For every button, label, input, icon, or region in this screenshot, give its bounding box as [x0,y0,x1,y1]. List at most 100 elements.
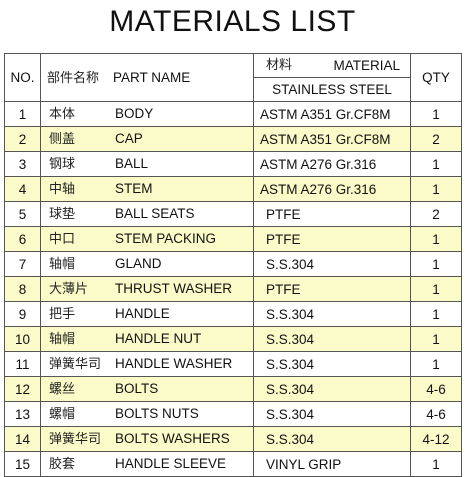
row-part-name: 螺帽 BOLTS NUTS [40,401,254,428]
row-qty: 1 [410,176,462,203]
row-part-name-en: BOLTS WASHERS [115,431,230,447]
row-part-name-en: BALL SEATS [115,206,195,222]
row-no: 3 [4,151,41,178]
row-no: 15 [4,451,41,477]
row-qty: 1 [410,351,462,378]
row-part-name-zh: 弹簧华司 [49,357,102,373]
row-no: 14 [4,426,41,453]
row-qty: 1 [410,276,462,303]
row-no: 12 [4,376,41,403]
row-part-name-zh: 侧盖 [49,132,76,148]
row-material: PTFE [253,276,411,303]
row-no: 9 [4,301,41,328]
header-material-zh: 材料 [266,58,293,74]
row-material: S.S.304 [253,301,411,328]
row-material: PTFE [253,226,411,253]
row-qty: 1 [410,226,462,253]
header-material-en: MATERIAL [333,58,400,74]
row-part-name: 球垫 BALL SEATS [40,201,254,228]
row-no: 7 [4,251,41,278]
row-part-name-zh: 中口 [49,232,76,248]
table-row: 14 弹簧华司 BOLTS WASHERS S.S.304 4-12 [4,426,462,453]
header-part-name-zh: 部件名称 [47,70,100,86]
row-material: S.S.304 [253,251,411,278]
row-part-name-en: HANDLE NUT [115,331,202,347]
table-row: 6 中口 STEM PACKING PTFE 1 [4,226,462,253]
row-qty: 4-6 [410,401,462,428]
page-title: MATERIALS LIST [109,5,356,38]
row-part-name-en: BOLTS NUTS [115,406,199,422]
row-part-name: 胶套 HANDLE SLEEVE [40,451,254,477]
row-part-name-en: HANDLE SLEEVE [115,456,227,472]
row-part-name-zh: 螺帽 [49,407,76,423]
row-part-name: 轴帽 HANDLE NUT [40,326,254,353]
row-no: 11 [4,351,41,378]
header-no: NO. [4,52,41,103]
header-qty: QTY [410,52,462,103]
row-material: S.S.304 [253,376,411,403]
table-row: 13 螺帽 BOLTS NUTS S.S.304 4-6 [4,401,462,428]
row-part-name-zh: 弹簧华司 [49,432,102,448]
row-material: VINYL GRIP [253,451,411,477]
row-material: ASTM A351 Gr.CF8M [253,101,411,128]
row-part-name-en: STEM [115,181,153,197]
row-part-name-en: THRUST WASHER [115,281,233,297]
table-row: 7 轴帽 GLAND S.S.304 1 [4,251,462,278]
row-part-name-en: STEM PACKING [115,231,217,247]
row-part-name-zh: 把手 [49,307,76,323]
row-part-name-zh: 螺丝 [49,382,76,398]
header-material: 材料 MATERIAL [253,52,411,79]
row-part-name-en: GLAND [115,256,162,272]
row-part-name-zh: 球垫 [49,207,76,223]
row-part-name-zh: 中轴 [49,182,76,198]
row-no: 10 [4,326,41,353]
row-qty: 1 [410,151,462,178]
table-row: 4 中轴 STEM ASTM A276 Gr.316 1 [4,176,462,203]
row-material: S.S.304 [253,326,411,353]
row-qty: 2 [410,201,462,228]
row-part-name-zh: 胶套 [49,457,76,473]
row-part-name: 弹簧华司 BOLTS WASHERS [40,426,254,453]
header-row-bottom: STAINLESS STEEL [5,77,462,103]
table-row: 5 球垫 BALL SEATS PTFE 2 [4,201,462,228]
row-part-name-en: CAP [115,131,143,147]
row-qty: 1 [410,251,462,278]
row-material: ASTM A276 Gr.316 [253,176,411,203]
row-material: PTFE [253,201,411,228]
row-part-name: 中口 STEM PACKING [40,226,254,253]
row-part-name: 中轴 STEM [40,176,254,203]
row-material: ASTM A351 Gr.CF8M [253,126,411,153]
materials-table: NO. 部件名称 PART NAME 材料 MATERIAL QTY STAINL… [4,52,462,477]
row-qty: 1 [410,326,462,353]
row-qty: 1 [410,451,462,477]
row-no: 2 [4,126,41,153]
row-material: ASTM A276 Gr.316 [253,151,411,178]
row-part-name: 大薄片 THRUST WASHER [40,276,254,303]
table-row: 15 胶套 HANDLE SLEEVE VINYL GRIP 1 [4,451,462,477]
row-part-name-zh: 本体 [49,107,76,123]
row-material: S.S.304 [253,426,411,453]
row-material: S.S.304 [253,351,411,378]
table-row: 9 把手 HANDLE S.S.304 1 [4,301,462,328]
row-part-name-zh: 大薄片 [49,282,89,298]
row-part-name-zh: 钢球 [49,157,76,173]
row-part-name: 钢球 BALL [40,151,254,178]
table-row: 3 钢球 BALL ASTM A276 Gr.316 1 [4,151,462,178]
row-material: S.S.304 [253,401,411,428]
table-row: 1 本体 BODY ASTM A351 Gr.CF8M 1 [4,101,462,128]
table-row: 8 大薄片 THRUST WASHER PTFE 1 [4,276,462,303]
row-no: 8 [4,276,41,303]
row-part-name: 弹簧华司 HANDLE WASHER [40,351,254,378]
row-part-name-en: BALL [115,156,149,172]
row-part-name-en: HANDLE [115,306,170,322]
row-qty: 1 [410,101,462,128]
row-no: 1 [4,101,41,128]
table-row: 12 螺丝 BOLTS S.S.304 4-6 [4,376,462,403]
row-part-name: 螺丝 BOLTS [40,376,254,403]
row-part-name: 侧盖 CAP [40,126,254,153]
row-no: 13 [4,401,41,428]
row-no: 5 [4,201,41,228]
row-qty: 1 [410,301,462,328]
row-qty: 2 [410,126,462,153]
table-row: 11 弹簧华司 HANDLE WASHER S.S.304 1 [4,351,462,378]
